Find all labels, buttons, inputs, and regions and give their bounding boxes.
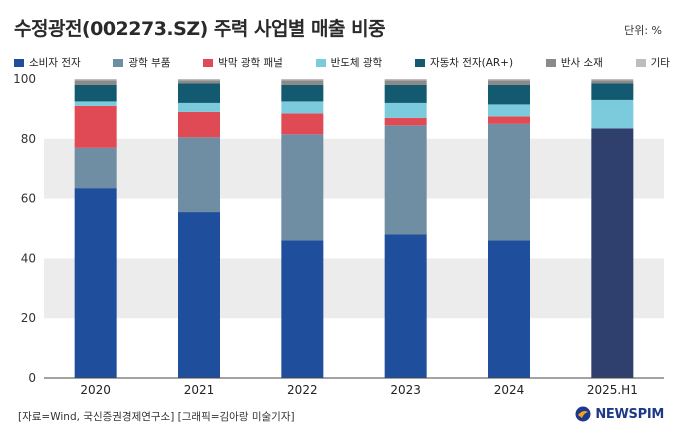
y-tick-label: 0 (28, 371, 36, 385)
bar-segment-optics (178, 137, 220, 213)
grid-band (44, 258, 664, 319)
unit-label: 단위: % (624, 24, 662, 37)
legend-swatch-other (635, 58, 646, 67)
legend-item-consumer: 소비자 전자 (14, 55, 81, 70)
bar-segment-reflect (178, 80, 220, 84)
bar-segment-auto (281, 84, 324, 102)
bar-segment-semi (488, 104, 530, 117)
bar-segment-auto (74, 84, 117, 102)
bar-segment-optics (384, 125, 427, 235)
x-tick-label: 2024 (494, 383, 525, 397)
bar-segment-semi (384, 102, 427, 118)
logo-text: NEWSPIM (595, 406, 664, 422)
legend-label-other: 기타 (650, 57, 670, 69)
x-tick-label: 2021 (184, 383, 215, 397)
bar-segment-consumer (384, 234, 427, 378)
bar-segment-consumer (74, 188, 117, 378)
bar-segment-reflect (281, 80, 324, 85)
bar-segment-reflect (591, 80, 634, 84)
y-tick-label: 40 (21, 251, 36, 265)
bar-segment-auto (178, 83, 220, 103)
legend-swatch-semi (315, 58, 326, 67)
bar-segment-film (384, 117, 427, 126)
legend-item-auto: 자동차 전자(AR+) (414, 55, 514, 70)
x-tick-label: 2023 (390, 383, 421, 397)
stacked-bar-chart: 0 20 40 60 80 100 2020 2021 2022 2023 2024 2025.H1 (13, 74, 664, 397)
bar-segment-auto (591, 83, 634, 100)
bar-segment-other (384, 79, 427, 81)
bar-segment-other (178, 79, 220, 81)
legend-label-film: 박막 광학 패널 (218, 57, 283, 69)
bar-segment-other (591, 79, 634, 81)
bar-segment-optics (488, 123, 530, 241)
y-tick-label: 60 (21, 192, 36, 206)
bar-segment-other (488, 79, 530, 81)
bar-segment-reflect (74, 80, 117, 85)
bar-segment-auto (384, 84, 427, 103)
y-tick-label: 80 (21, 132, 36, 146)
newspim-logo: NEWSPIM (575, 406, 664, 422)
legend-item-semi: 반도체 광학 (315, 55, 383, 70)
bar-segment-consumer (488, 240, 530, 378)
legend-label-reflect: 반사 소재 (560, 57, 603, 69)
legend-item-other: 기타 (635, 55, 670, 70)
x-tick-label: 2022 (287, 383, 318, 397)
bar-segment-auto (488, 84, 530, 105)
bar-segment-film (488, 116, 530, 124)
legend-label-auto: 자동차 전자(AR+) (429, 57, 514, 69)
bar-segment-semi (74, 101, 117, 106)
y-tick-label: 20 (21, 311, 36, 325)
bar-segment-consumer (281, 240, 324, 378)
legend-swatch-optics (113, 58, 124, 67)
chart-title: 수정광전(002273.SZ) 주력 사업별 매출 비중 (14, 18, 386, 40)
bar-segment-semi (178, 102, 220, 112)
grid-band (44, 138, 664, 199)
x-tick-label: 2020 (80, 383, 111, 397)
bar-segment-film (178, 111, 220, 138)
y-tick-label: 100 (13, 74, 36, 86)
bar-segment-optics (74, 147, 117, 189)
legend-item-optics: 광학 부품 (113, 55, 170, 70)
legend-label-semi: 반도체 광학 (330, 57, 383, 69)
bar-segment-optics (281, 134, 324, 241)
bar-segment-other (74, 79, 117, 81)
bar-segment-semi (281, 101, 324, 114)
bar-segment-film (281, 113, 324, 135)
source-credit: [자료=Wind, 국신증권경제연구소] [그래픽=김아랑 미술기자] (18, 411, 295, 423)
legend-swatch-consumer (14, 58, 24, 67)
logo-mark-icon (575, 406, 591, 422)
bar-segment-consumer (178, 212, 220, 378)
legend: 소비자 전자 광학 부품 박막 광학 패널 반도체 광학 자동차 전자(AR+) 반사 소… (14, 55, 670, 70)
legend-label-consumer: 소비자 전자 (29, 57, 81, 69)
legend-item-film: 박막 광학 패널 (203, 55, 283, 70)
bar-segment-film (74, 105, 117, 148)
legend-item-reflect: 반사 소재 (545, 55, 603, 70)
bar-segment-consumer (591, 128, 634, 378)
legend-label-optics: 광학 부품 (128, 57, 171, 69)
bar-segment-reflect (488, 80, 530, 85)
bar-segment-reflect (384, 80, 427, 85)
legend-swatch-film (203, 58, 214, 67)
legend-swatch-reflect (545, 58, 556, 67)
bar-segment-other (281, 79, 324, 81)
x-tick-label: 2025.H1 (587, 383, 638, 397)
bar-segment-semi (591, 99, 634, 129)
legend-swatch-auto (414, 58, 425, 67)
